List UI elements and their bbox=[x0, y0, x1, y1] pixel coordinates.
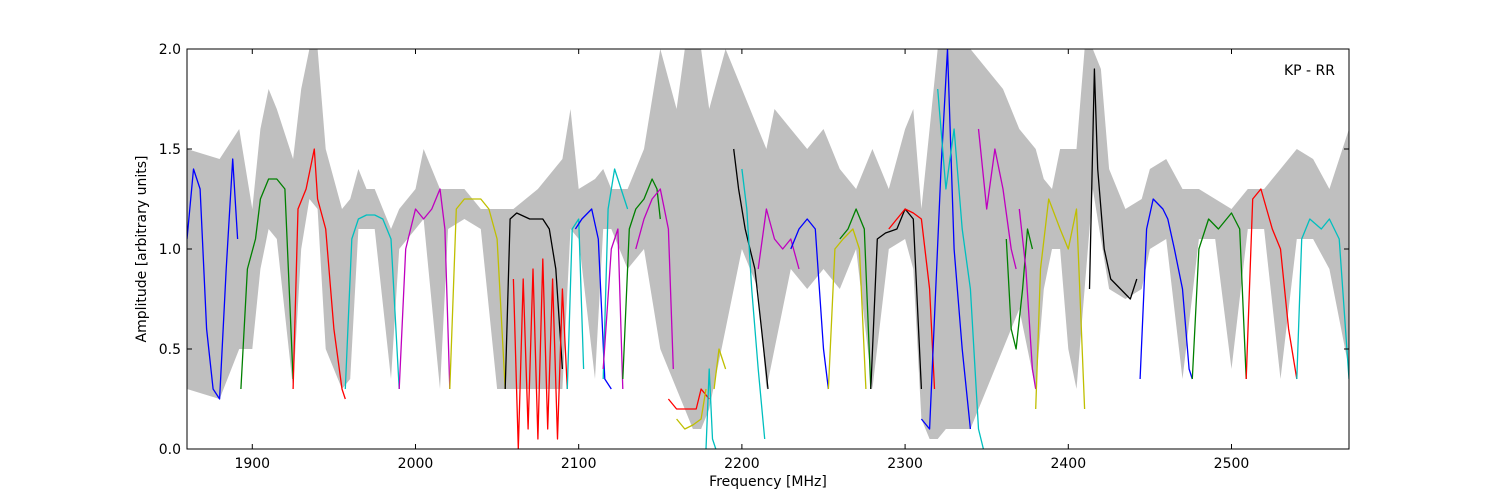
series-line-20 bbox=[741, 168, 766, 440]
series-line-12 bbox=[602, 228, 624, 390]
x-tick-label: 2000 bbox=[398, 456, 434, 472]
series-line-32 bbox=[1035, 198, 1086, 410]
series-line-35 bbox=[1191, 212, 1247, 380]
series-line-7 bbox=[504, 212, 564, 390]
y-tick-label: 2.0 bbox=[159, 42, 181, 58]
series-line-17 bbox=[705, 368, 717, 449]
series-line-18 bbox=[713, 348, 727, 390]
series-line-25 bbox=[870, 208, 923, 390]
series-line-23 bbox=[827, 228, 867, 390]
series-line-26 bbox=[888, 208, 936, 390]
series-line-13 bbox=[622, 178, 661, 380]
series-line-14 bbox=[635, 188, 674, 370]
series-line-36 bbox=[1245, 188, 1298, 380]
series-line-4 bbox=[344, 214, 400, 390]
y-axis-label: Amplitude [arbitrary units] bbox=[134, 156, 150, 343]
x-axis-label: Frequency [MHz] bbox=[709, 474, 827, 490]
axis-ticks: 1900 2000 2100 2200 2300 2400 2500 0.0 0.5 1.0 1.5… bbox=[159, 42, 1349, 472]
y-tick-label: 1.5 bbox=[159, 142, 181, 158]
series-line-29 bbox=[977, 128, 1017, 270]
series-line-34 bbox=[1139, 198, 1193, 380]
series-line-37 bbox=[1296, 218, 1349, 380]
series-line-16 bbox=[676, 388, 707, 430]
series-line-2 bbox=[240, 178, 294, 390]
series-line-24 bbox=[839, 208, 872, 390]
series-line-22 bbox=[790, 218, 830, 390]
series-line-28 bbox=[937, 88, 985, 449]
series-line-3 bbox=[292, 148, 346, 400]
y-tick-label: 0.5 bbox=[159, 342, 181, 358]
series-line-33 bbox=[1088, 68, 1138, 300]
y-tick-label: 0.0 bbox=[159, 442, 181, 458]
x-tick-label: 2100 bbox=[561, 456, 597, 472]
series-line-9 bbox=[566, 218, 585, 390]
x-tick-label: 2500 bbox=[1214, 456, 1250, 472]
series-line-6 bbox=[449, 198, 506, 390]
series-line-15 bbox=[667, 388, 710, 410]
series-line-10 bbox=[574, 208, 612, 390]
x-tick-label: 2200 bbox=[724, 456, 760, 472]
series-line-30 bbox=[1005, 228, 1034, 350]
series-line-8 bbox=[512, 258, 568, 449]
annotation-label: KP - RR bbox=[1284, 63, 1335, 79]
series-line-27 bbox=[920, 49, 972, 430]
envelope-band bbox=[187, 49, 1349, 439]
x-tick-label: 1900 bbox=[234, 456, 270, 472]
series-line-31 bbox=[1018, 208, 1037, 390]
series-line-1 bbox=[187, 158, 239, 400]
x-tick-label: 2400 bbox=[1050, 456, 1086, 472]
series-line-5 bbox=[398, 188, 451, 390]
plot-area bbox=[187, 49, 1349, 449]
series-line-11 bbox=[602, 168, 629, 380]
series-line-19 bbox=[733, 148, 769, 390]
x-tick-label: 2300 bbox=[887, 456, 923, 472]
y-tick-label: 1.0 bbox=[159, 242, 181, 258]
